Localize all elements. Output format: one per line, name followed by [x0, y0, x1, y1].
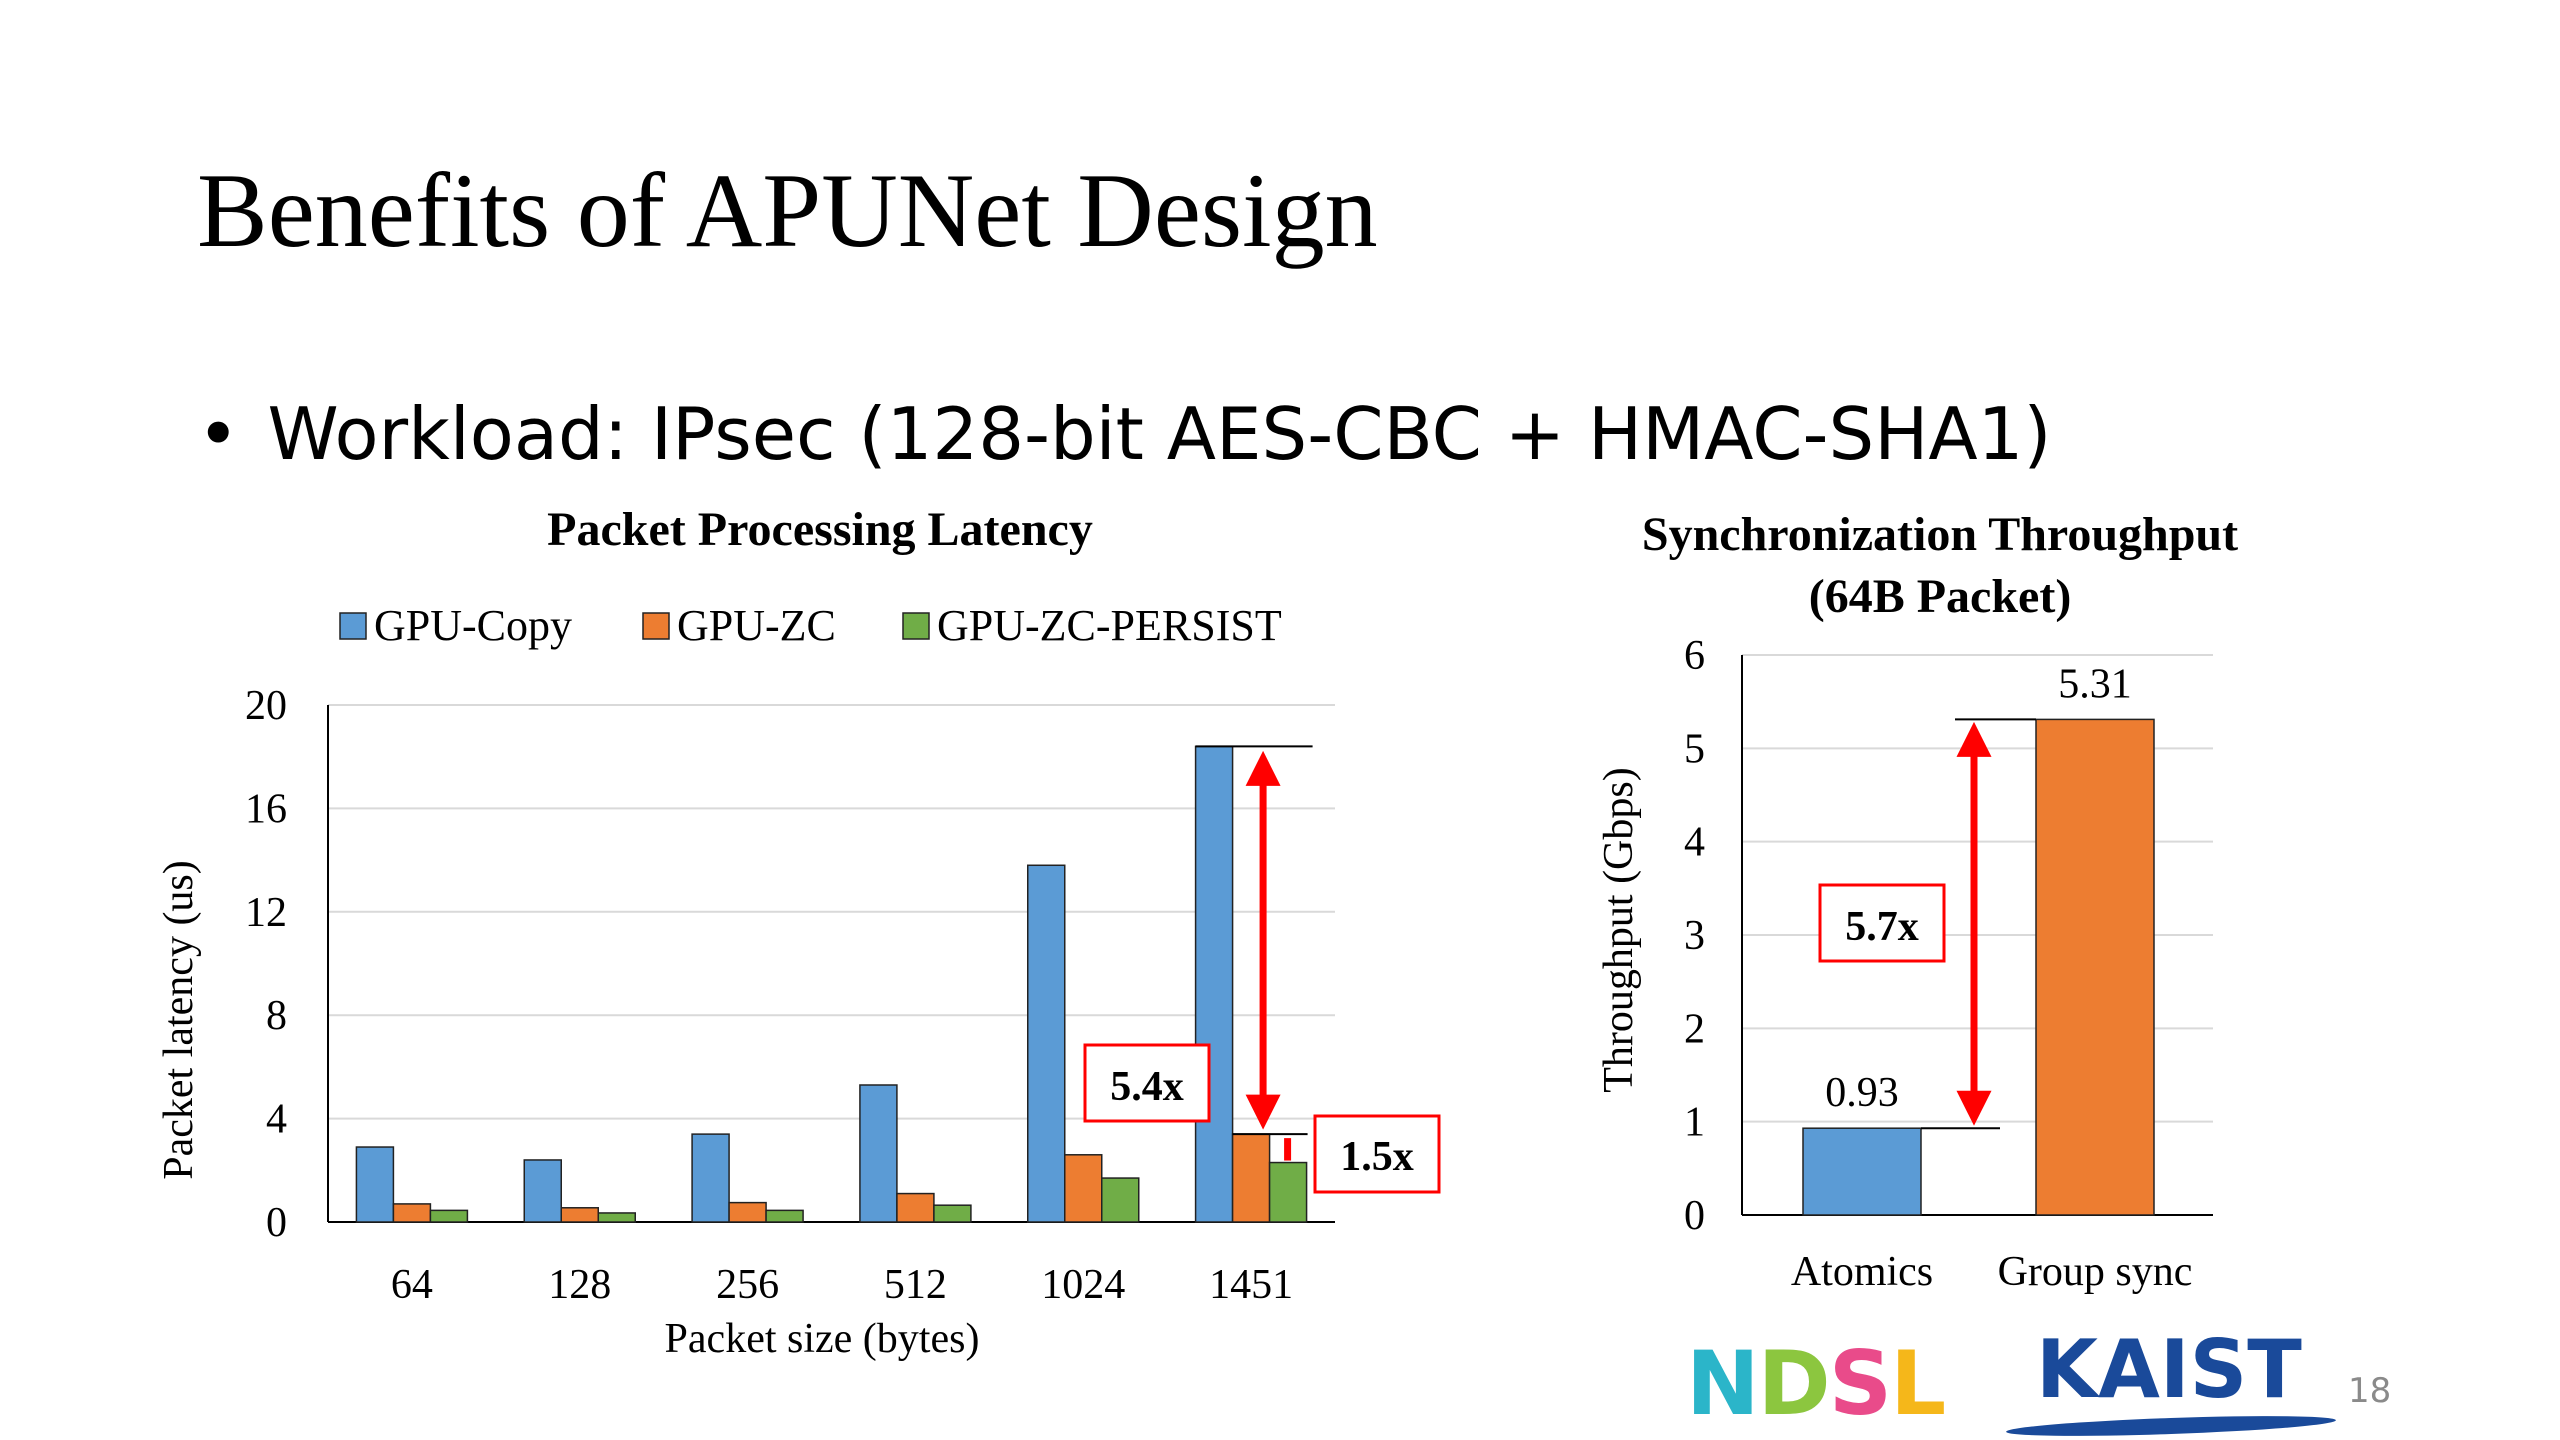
speedup-label-1-5x: 1.5x — [1340, 1134, 1414, 1180]
throughput-chart-subtitle: (64B Packet) — [1809, 570, 2072, 623]
latency-x-tick-label: 64 — [391, 1262, 433, 1308]
throughput-x-tick-label: Atomics — [1791, 1249, 1933, 1295]
throughput-y-tick-label: 3 — [1684, 913, 1705, 959]
throughput-bars — [1802, 718, 2155, 1216]
throughput-y-tick-label: 0 — [1684, 1193, 1705, 1239]
speedup-box-1-5x — [1313, 1114, 1441, 1194]
latency-x-tick-label: 512 — [884, 1262, 947, 1308]
throughput-bar — [1802, 1127, 1922, 1216]
latency-legend-label: GPU-ZC-PERSIST — [937, 601, 1282, 650]
bullet-point: • Workload: IPsec (128-bit AES-CBC + HMAC… — [197, 398, 2052, 470]
throughput-data-labels: 0.93 5.31 — [1825, 661, 2132, 1116]
slide-title: Benefits of APUNet Design — [197, 152, 1378, 269]
latency-x-tick-label: 128 — [548, 1262, 611, 1308]
bullet-dot-icon: • — [197, 392, 240, 476]
latency-bar — [1064, 1154, 1103, 1223]
ndsl-logo-letter: D — [1757, 1332, 1831, 1435]
throughput-chart-title: Synchronization Throughput — [1642, 508, 2238, 561]
latency-x-ticks: 64 128 256 512 1024 1451 — [391, 1262, 1293, 1308]
latency-x-tick-label: 1024 — [1041, 1262, 1125, 1308]
kaist-swoosh-icon — [2005, 1412, 2337, 1440]
latency-y-tick-label: 0 — [266, 1200, 287, 1246]
latency-bar — [1194, 745, 1234, 1223]
throughput-x-ticks: Atomics Group sync — [1791, 1249, 2193, 1295]
latency-bar — [1101, 1177, 1140, 1223]
latency-chart-title: Packet Processing Latency — [547, 503, 1093, 556]
latency-bar — [597, 1212, 636, 1223]
latency-y-tick-label: 16 — [245, 786, 287, 832]
latency-y-tick-label: 8 — [266, 993, 287, 1039]
latency-bar — [691, 1133, 730, 1223]
latency-y-tick-label: 12 — [245, 890, 287, 936]
latency-legend-swatch — [642, 612, 670, 640]
latency-x-tick-label: 256 — [716, 1262, 779, 1308]
ndsl-logo-letter: L — [1890, 1332, 1946, 1435]
latency-bar — [355, 1146, 395, 1223]
throughput-data-label: 0.93 — [1825, 1070, 1899, 1116]
latency-bar — [523, 1159, 562, 1223]
latency-y-axis-label: Packet latency (us) — [156, 860, 202, 1180]
latency-bars — [355, 745, 1308, 1223]
throughput-y-tick-label: 2 — [1684, 1006, 1705, 1052]
latency-bar — [1027, 864, 1066, 1223]
latency-bar — [429, 1209, 469, 1223]
latency-legend-label: GPU-ZC — [677, 601, 836, 650]
latency-y-tick-label: 4 — [266, 1097, 287, 1143]
throughput-chart: Synchronization Throughput (64B Packet) … — [1596, 508, 2238, 1295]
latency-bar — [933, 1204, 972, 1223]
latency-bar — [560, 1207, 599, 1223]
throughput-annotations: 5.7x — [1818, 718, 2036, 1130]
latency-bar — [1231, 1133, 1271, 1223]
throughput-data-label: 5.31 — [2058, 661, 2132, 707]
latency-x-tick-label: 1451 — [1209, 1262, 1293, 1308]
speedup-label-5-4x: 5.4x — [1110, 1064, 1184, 1110]
throughput-y-axis-label: Throughput (Gbps) — [1596, 767, 1642, 1092]
latency-bar — [765, 1209, 804, 1223]
speedup-label-5-7x: 5.7x — [1845, 904, 1919, 950]
kaist-logo: KAIST — [2036, 1323, 2302, 1416]
latency-chart: Packet Processing Latency GPU-Copy GPU-ZC… — [156, 503, 1441, 1362]
speedup-box-5-4x — [1083, 1043, 1211, 1123]
bullet-text: Workload: IPsec (128-bit AES-CBC + HMAC-… — [267, 392, 2052, 476]
page-number: 18 — [2348, 1371, 2392, 1411]
latency-bar — [896, 1192, 935, 1223]
throughput-bar — [2035, 718, 2155, 1216]
latency-annotations: 5.4x 1.5x — [1083, 745, 1441, 1194]
latency-legend-swatch — [339, 612, 367, 640]
latency-bar — [1268, 1161, 1308, 1223]
logos: NDSL KAIST — [1686, 1320, 2366, 1440]
latency-bar — [392, 1203, 432, 1223]
throughput-y-tick-label: 1 — [1684, 1100, 1705, 1146]
latency-bar — [859, 1084, 898, 1223]
latency-legend: GPU-Copy GPU-ZC GPU-ZC-PERSIST — [339, 601, 1282, 650]
throughput-y-tick-label: 4 — [1684, 820, 1705, 866]
ndsl-logo: NDSL — [1686, 1340, 1946, 1428]
throughput-y-ticks: 0 1 2 3 4 5 6 — [1684, 633, 1705, 1239]
speedup-box-5-7x — [1818, 883, 1946, 963]
latency-gridlines — [327, 704, 1335, 1223]
ndsl-logo-letter: S — [1828, 1332, 1892, 1435]
throughput-x-tick-label: Group sync — [1998, 1249, 2193, 1295]
latency-legend-swatch — [902, 612, 930, 640]
throughput-y-tick-label: 6 — [1684, 633, 1705, 679]
ndsl-logo-letter: N — [1686, 1332, 1760, 1435]
latency-y-tick-label: 20 — [245, 683, 287, 729]
latency-legend-label: GPU-Copy — [374, 601, 572, 650]
latency-y-ticks: 0 4 8 12 16 20 — [245, 683, 287, 1246]
throughput-y-tick-label: 5 — [1684, 726, 1705, 772]
latency-x-axis-label: Packet size (bytes) — [665, 1316, 980, 1362]
latency-bar — [728, 1201, 767, 1223]
